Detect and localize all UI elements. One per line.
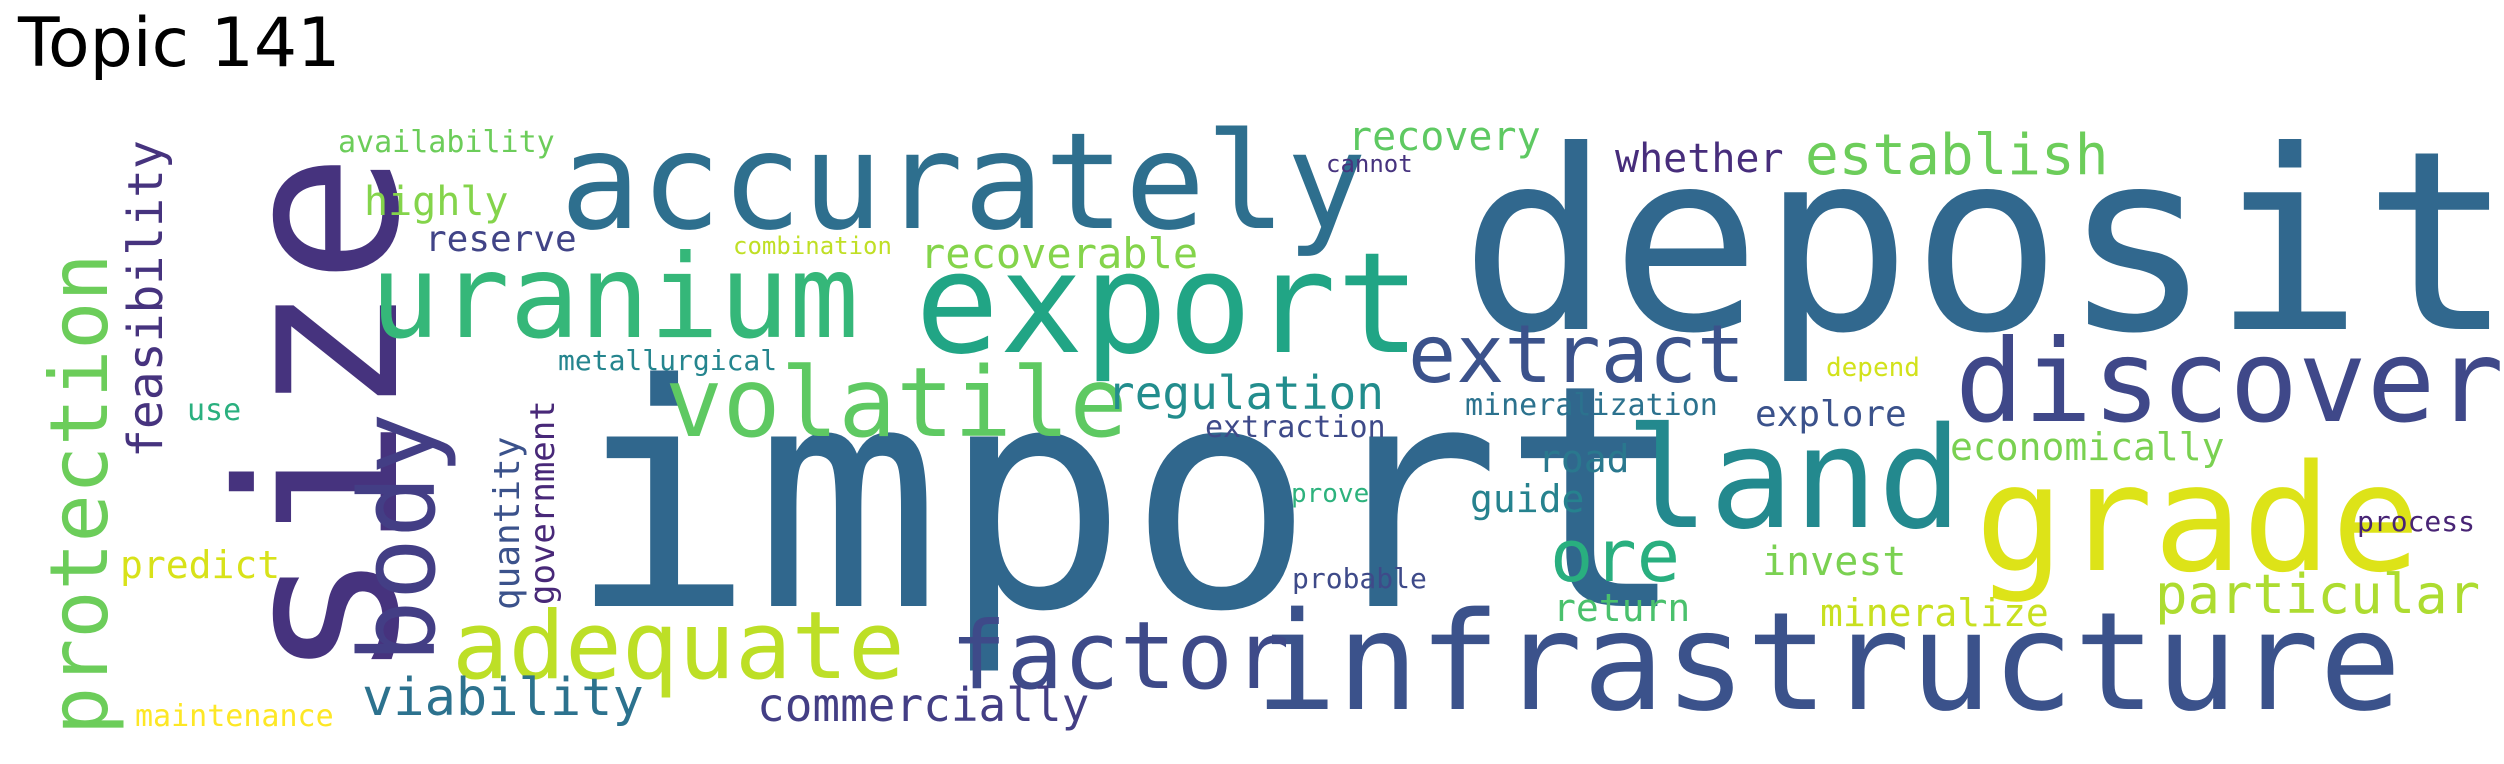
word-import: import [568,319,1688,680]
word-government: government [523,400,563,605]
word-cannot: cannot [1326,150,1413,178]
word-volatile: volatile [665,347,1128,459]
word-recovery: recovery [1348,114,1541,160]
word-explore: explore [1755,394,1907,435]
word-road: road [1538,437,1630,481]
word-depend: depend [1826,353,1920,383]
word-process: process [2357,505,2476,538]
word-establish: establish [1805,123,2109,188]
word-reserve: reserve [425,219,577,260]
word-invest: invest [1762,539,1907,585]
word-discover: discover [1955,315,2504,448]
word-commercially: commercially [757,678,1090,732]
word-adequate: adequate [452,592,905,701]
word-economically: economically [1950,425,2225,469]
word-particular: particular [2155,563,2481,626]
word-whether: whether [1615,136,1784,182]
word-maintenance: maintenance [135,699,334,734]
word-viability: viability [362,668,644,728]
word-export: export [915,223,1421,386]
word-availability: availability [338,125,555,160]
word-mineralization: mineralization [1465,388,1718,423]
word-combination: combination [733,232,892,260]
word-use: use [187,393,242,428]
page-title: Topic 141 [18,4,341,83]
word-land: land [1625,398,1963,561]
word-prove: prove [1291,479,1370,509]
word-factor: factor [950,602,1290,711]
word-probable: probable [1292,562,1427,595]
word-ore: ore [1550,514,1681,598]
word-metallurgical: metallurgical [558,344,778,377]
word-extraction: extraction [1205,410,1386,445]
word-body: body [337,412,459,663]
word-accurately: accurately [560,104,1367,260]
word-guide: guide [1470,477,1585,521]
word-highly: highly [364,179,509,225]
word-return: return [1553,586,1691,630]
word-grade: grade [1975,433,2421,605]
word-predict: predict [120,543,281,587]
word-recoverable: recoverable [920,229,1199,278]
word-infrastructure: infrastructure [1255,584,2402,742]
word-uranium: uranium [370,230,859,365]
word-extract: extract [1408,308,1746,401]
word-protection: protection [33,253,126,735]
word-feasibility: feasibility [118,140,174,458]
word-quantity: quantity [487,436,528,610]
word-mineralize: mineralize [1820,591,2049,635]
word-deposit: deposit [1460,97,2504,388]
word-regulation: regulation [1107,366,1384,420]
